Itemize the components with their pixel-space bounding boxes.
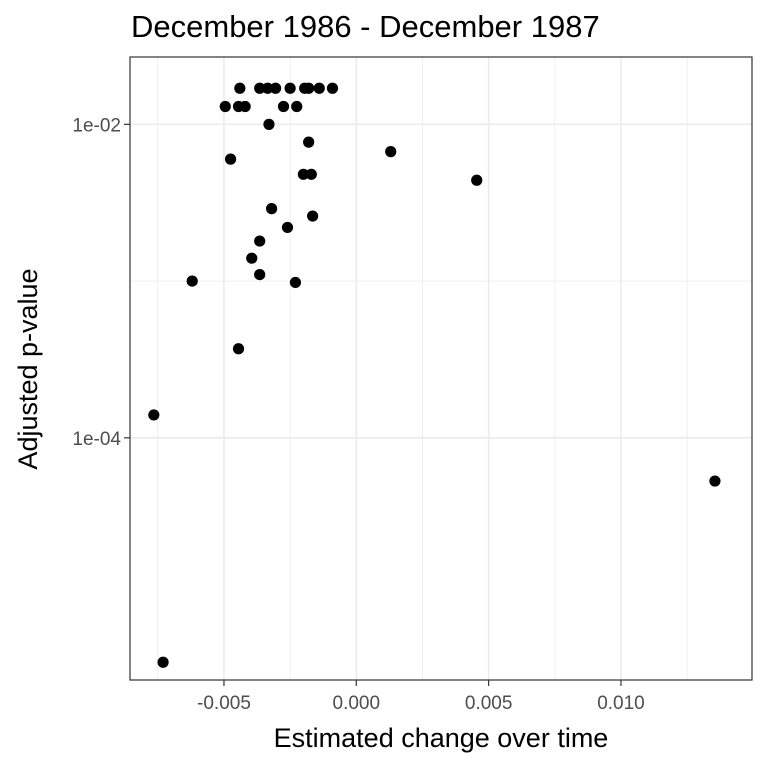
x-tick-label: 0.000 [333, 693, 381, 714]
data-point [239, 100, 251, 113]
data-point [262, 82, 274, 94]
data-point [281, 221, 294, 234]
y-axis-title: Adjusted p-value [13, 268, 43, 469]
data-point [709, 475, 721, 487]
data-point [224, 153, 237, 165]
data-point [385, 146, 397, 158]
panel-border [129, 56, 753, 681]
chart-title: December 1986 - December 1987 [131, 9, 600, 44]
data-point [219, 100, 231, 113]
y-tick-label: 1e-02 [72, 115, 121, 136]
data-point [157, 656, 169, 668]
data-point [291, 100, 303, 113]
data-point [266, 203, 278, 215]
data-point [289, 276, 302, 289]
x-tick-label: 0.005 [465, 693, 513, 714]
data-point [263, 118, 275, 130]
x-tick-label: 0.010 [597, 693, 645, 714]
data-point [246, 252, 258, 264]
data-point [234, 82, 246, 94]
y-tick-label: 1e-04 [72, 429, 121, 450]
data-point [254, 235, 266, 247]
data-point [297, 168, 309, 180]
data-point [254, 82, 266, 94]
data-point [284, 82, 296, 94]
data-point [303, 82, 315, 94]
data-point [326, 82, 339, 94]
y-axis-ticks: 1e-04 1e-02 [72, 115, 130, 450]
data-point [254, 269, 266, 281]
data-point [148, 409, 160, 421]
data-point [303, 136, 315, 148]
data-point [269, 82, 282, 94]
data-point [305, 168, 317, 180]
data-point [277, 100, 290, 113]
plot-panel [129, 56, 753, 681]
x-tick-label: -0.005 [197, 693, 251, 714]
data-point [186, 275, 198, 287]
data-point [232, 343, 245, 355]
data-point [307, 210, 319, 222]
data-points [148, 82, 721, 668]
grid-lines [130, 57, 752, 680]
x-axis-ticks: -0.005 0.000 0.005 0.010 [197, 680, 645, 714]
data-point [313, 82, 325, 94]
x-axis-title: Estimated change over time [274, 723, 609, 753]
data-point [471, 174, 483, 186]
